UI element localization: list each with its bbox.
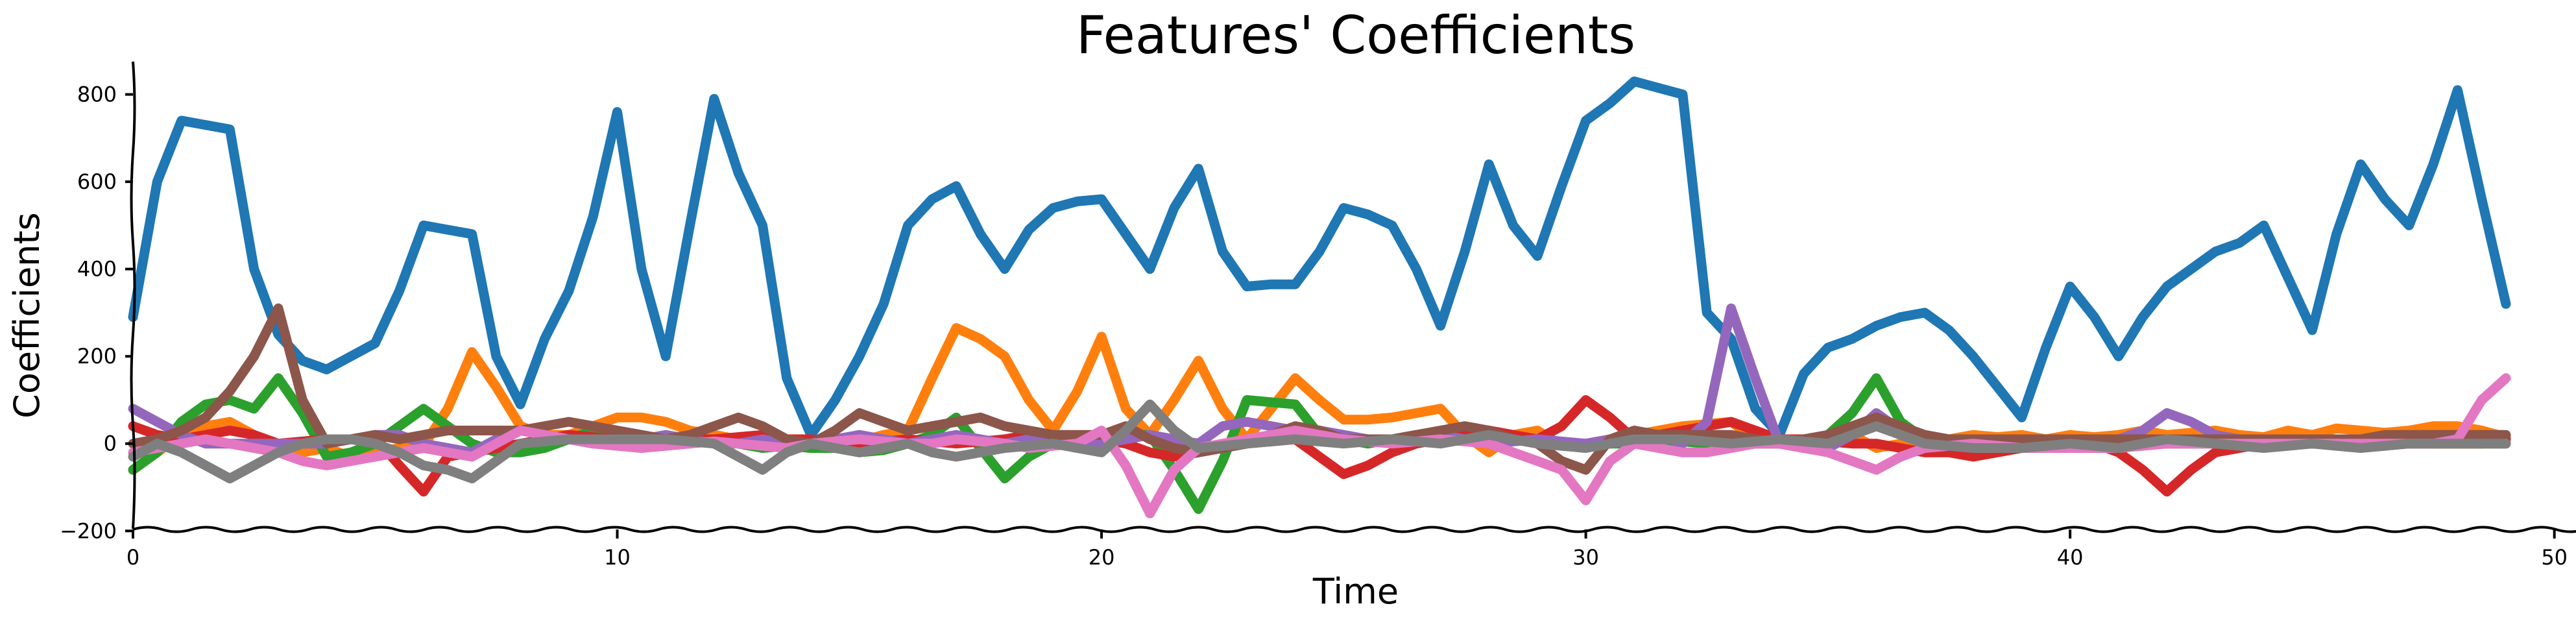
x-tick-label: 10 [604,545,631,570]
y-tick-label: 800 [77,82,117,107]
x-tick-label: 0 [126,545,139,570]
series-line-8 [128,399,2511,483]
y-axis-label: Coefficients [6,212,47,419]
x-tick-label: 50 [2541,545,2568,570]
chart-title: Features' Coefficients [1076,5,1635,66]
y-tick-label: 200 [77,344,117,369]
y-tick-label: 400 [77,257,117,282]
axes-group: −200 0 200 400 600 800 0 10 20 30 40 50 [60,61,2576,570]
x-axis-line [132,526,2576,533]
series-group [128,76,2511,518]
x-tick-label: 40 [2057,545,2084,570]
x-axis-label: Time [1312,571,1399,612]
y-tick-label: 0 [104,431,117,456]
y-tick-label: −200 [60,518,117,543]
y-tick-label: 600 [77,169,117,194]
y-axis-line [130,61,136,529]
x-tick-label: 30 [1572,545,1599,570]
x-tick-label: 20 [1089,545,1115,570]
series-line-1 [128,76,2511,440]
